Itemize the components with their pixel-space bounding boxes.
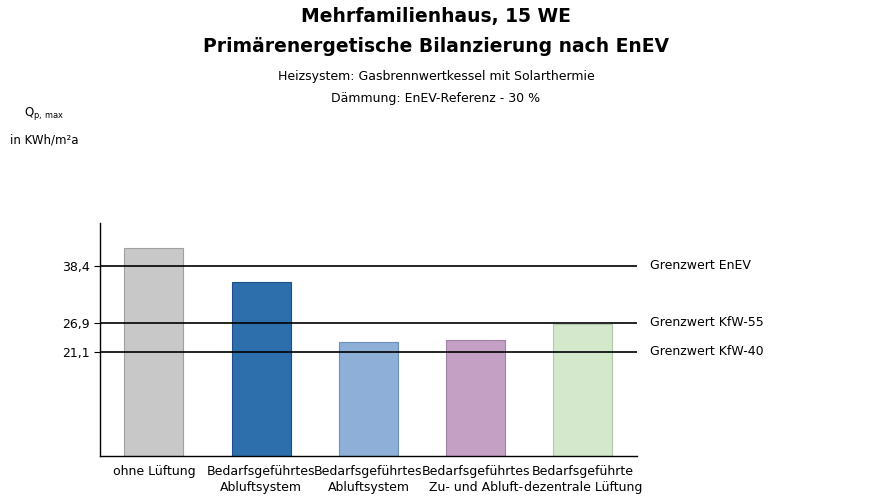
Text: Dämmung: EnEV-Referenz - 30 %: Dämmung: EnEV-Referenz - 30 % <box>331 92 541 105</box>
Text: Heizsystem: Gasbrennwertkessel mit Solarthermie: Heizsystem: Gasbrennwertkessel mit Solar… <box>277 70 595 83</box>
Bar <box>446 340 505 456</box>
Text: Grenzwert KfW-55: Grenzwert KfW-55 <box>651 316 764 329</box>
Bar <box>232 282 290 456</box>
Text: Grenzwert KfW-40: Grenzwert KfW-40 <box>651 345 764 358</box>
Text: in KWh/m²a: in KWh/m²a <box>10 134 79 147</box>
Bar <box>554 324 612 456</box>
Text: Primärenergetische Bilanzierung nach EnEV: Primärenergetische Bilanzierung nach EnE… <box>203 37 669 56</box>
Text: Mehrfamilienhaus, 15 WE: Mehrfamilienhaus, 15 WE <box>301 7 571 26</box>
Text: Grenzwert EnEV: Grenzwert EnEV <box>651 259 752 272</box>
Bar <box>125 248 183 456</box>
Text: $\mathregular{Q_{p,\,max}}$: $\mathregular{Q_{p,\,max}}$ <box>24 105 65 122</box>
Bar <box>339 342 398 456</box>
